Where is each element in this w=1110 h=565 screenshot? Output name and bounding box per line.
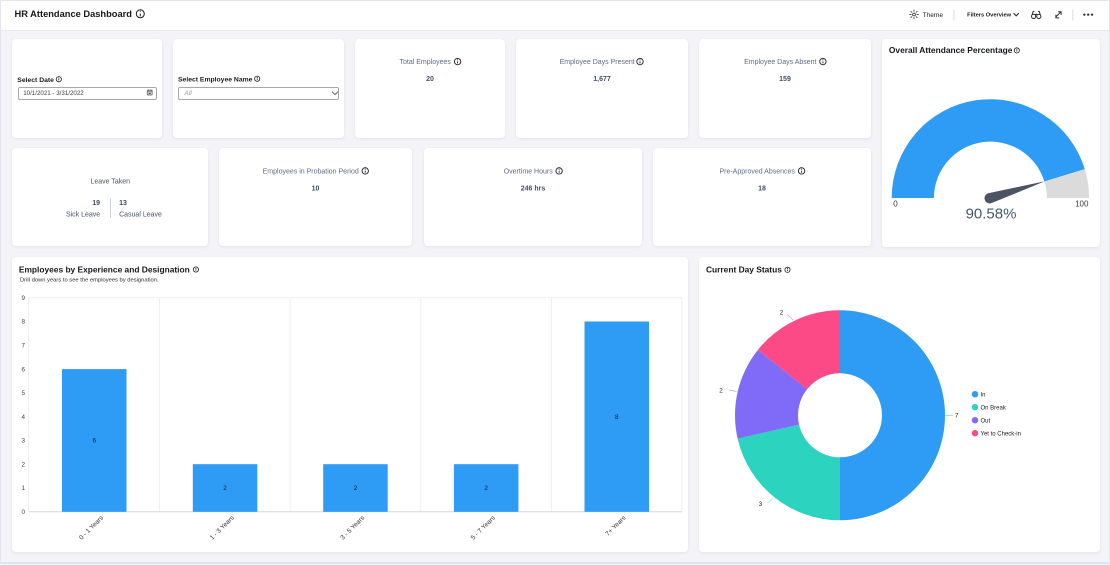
svg-text:5 - 7 Years: 5 - 7 Years: [470, 514, 497, 541]
svg-text:5: 5: [21, 390, 25, 397]
svg-text:All: All: [184, 90, 193, 97]
svg-text:3: 3: [759, 501, 763, 508]
svg-text:6: 6: [21, 366, 25, 373]
svg-text:6: 6: [93, 438, 97, 445]
svg-text:90.58%: 90.58%: [966, 206, 1017, 223]
svg-text:0: 0: [21, 509, 25, 516]
svg-text:Total Employees: Total Employees: [400, 59, 452, 66]
svg-text:Casual Leave: Casual Leave: [119, 212, 162, 219]
svg-text:2: 2: [354, 485, 358, 492]
svg-text:8: 8: [21, 319, 25, 326]
svg-text:10: 10: [312, 186, 320, 193]
svg-text:HR Attendance Dashboard: HR Attendance Dashboard: [15, 9, 133, 19]
svg-text:Out: Out: [981, 418, 991, 424]
svg-text:Drill down years to see the em: Drill down years to see the employees by…: [20, 278, 159, 284]
svg-text:2: 2: [780, 310, 784, 317]
svg-text:In: In: [981, 392, 986, 398]
svg-text:18: 18: [758, 186, 766, 193]
svg-text:Filters Overview: Filters Overview: [967, 12, 1012, 18]
svg-text:1 - 3 Years: 1 - 3 Years: [209, 514, 236, 541]
svg-text:3: 3: [21, 438, 25, 445]
svg-text:Employee Days Absent: Employee Days Absent: [744, 59, 816, 66]
svg-text:Yet to Check-in: Yet to Check-in: [981, 431, 1021, 437]
svg-text:0: 0: [893, 199, 898, 208]
svg-text:7: 7: [21, 343, 25, 350]
svg-text:3 - 5 Years: 3 - 5 Years: [339, 514, 366, 541]
svg-text:9: 9: [21, 295, 25, 302]
svg-text:19: 19: [92, 200, 100, 207]
svg-text:Select Date: Select Date: [17, 77, 54, 84]
svg-text:159: 159: [779, 76, 791, 83]
svg-text:0 - 1 Years: 0 - 1 Years: [78, 514, 105, 541]
svg-text:Overall Attendance Percentage: Overall Attendance Percentage: [889, 45, 1013, 55]
svg-text:Employees in Probation Period: Employees in Probation Period: [263, 168, 359, 175]
svg-text:On Break: On Break: [981, 405, 1007, 411]
svg-text:1: 1: [21, 485, 25, 492]
svg-text:20: 20: [426, 76, 434, 83]
svg-text:2: 2: [719, 388, 723, 395]
svg-text:Current Day Status: Current Day Status: [706, 265, 782, 275]
svg-text:100: 100: [1075, 199, 1089, 208]
svg-text:10/1/2021 - 3/31/2022: 10/1/2021 - 3/31/2022: [23, 90, 84, 97]
svg-text:Employee Days Present: Employee Days Present: [560, 59, 635, 66]
svg-text:4: 4: [21, 414, 25, 421]
svg-text:Leave Taken: Leave Taken: [91, 178, 131, 185]
svg-text:246 hrs: 246 hrs: [521, 186, 546, 193]
svg-text:Sick Leave: Sick Leave: [66, 212, 100, 219]
svg-text:2: 2: [223, 485, 227, 492]
svg-text:Pre-Approved Absences: Pre-Approved Absences: [719, 168, 795, 175]
svg-text:1,677: 1,677: [593, 76, 611, 83]
svg-text:8: 8: [615, 414, 619, 421]
svg-text:Theme: Theme: [923, 12, 944, 19]
svg-text:2: 2: [484, 485, 488, 492]
svg-text:Employees by Experience and De: Employees by Experience and Designation: [19, 265, 190, 275]
svg-text:7: 7: [955, 413, 959, 420]
svg-text:13: 13: [119, 200, 127, 207]
svg-text:Select Employee Name: Select Employee Name: [178, 76, 253, 83]
svg-text:7+ Years: 7+ Years: [604, 514, 627, 537]
svg-text:Overtime Hours: Overtime Hours: [504, 168, 554, 175]
svg-text:2: 2: [21, 461, 25, 468]
